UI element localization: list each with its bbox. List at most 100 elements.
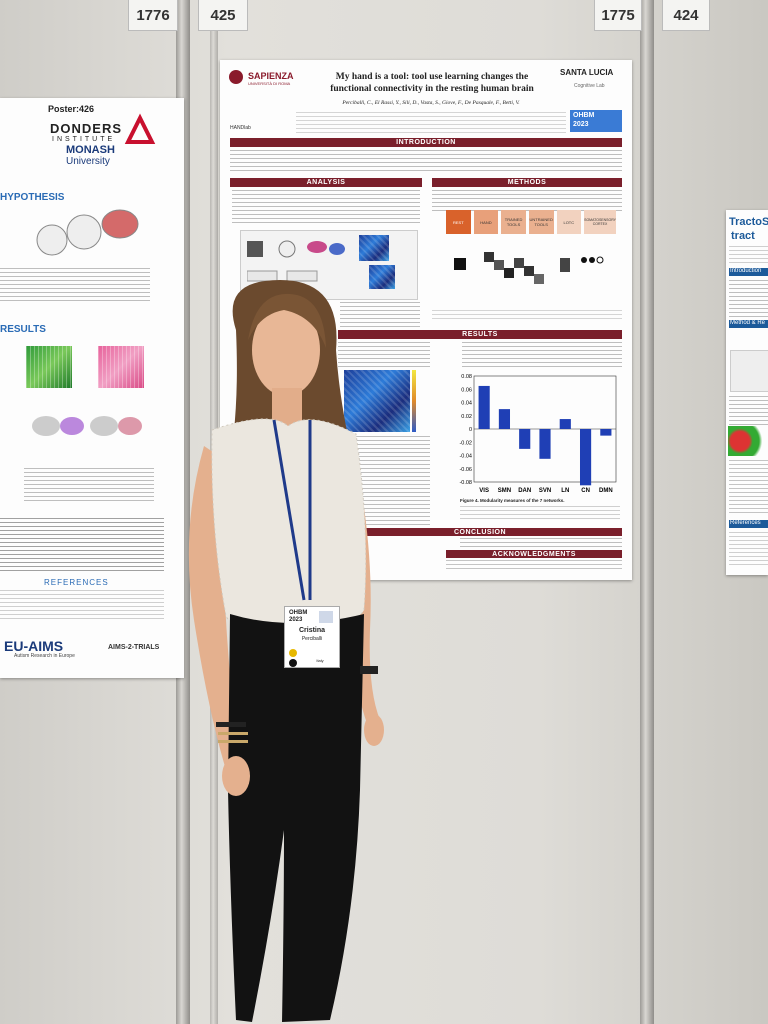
donders-logo-icon [124,113,156,144]
bar-svn [539,429,551,459]
methods-stimulus-timeline [454,252,604,284]
ohbm-logo: OHBM 2023 [570,110,622,132]
booth-number-tag: 1775 [594,0,642,31]
results-matrix-pink [98,346,144,388]
poster-authors: Perciballi, C., El Rassi, Y., Sili, D., … [342,100,520,106]
university-name: MONASH [66,144,115,156]
condition-box-untrained-tools: UNTRAINED TOOLS [528,210,554,234]
university-logo-sub: UNIVERSITÀ DI ROMA [248,81,291,86]
methods-text [432,190,622,212]
badge-dot-yellow [289,649,297,657]
connectivity-matrix [344,370,410,432]
badge-surname: Perciballi [301,636,323,642]
section-bar-references: References [729,520,768,528]
matrix-colorbar [412,370,416,432]
santa-lucia-logo: SANTA LUCIA [560,68,614,77]
badge-event: OHBM [289,610,308,616]
methods-condition-row: REST HAND TRAINED TOOLS UNTRAINED TOOLS … [446,210,616,234]
condition-box-hand: HAND [473,210,499,234]
section-bar-acknowledgements: ACKNOWLEDGMENTS [446,550,622,558]
handlab-logo: HANDlab [230,125,251,131]
eu-aims-logo-sub: Autism Research in Europe [14,653,75,659]
method-figure [730,350,768,392]
section-bar-analysis: ANALYSIS [230,178,422,187]
section-bar-introduction: INTRODUCTION [230,138,622,147]
conclusion-text [460,538,622,548]
name-badge: OHBM 2023 Cristina Perciballi Italy [284,606,340,668]
intro-text [729,280,768,318]
booth-number-tag: 1776 [128,0,178,31]
results-text-right [462,342,622,368]
badge-country: Italy [316,658,324,663]
section-bar-method: Method & Re [729,320,768,328]
bar-dan [519,429,531,449]
y-tick-label: -0.04 [459,454,472,460]
y-tick-label: 0.02 [461,414,472,420]
section-bar-methods: METHODS [432,178,622,187]
university-name-sub: University [66,156,110,167]
badge-qr-icon [319,611,333,623]
chart-caption: Figure 4. Modularity measures of the 7 n… [460,498,565,503]
condition-box-rest: REST [446,210,471,234]
section-bar-conclusion: CONCLUSION [338,528,622,536]
poster-title-line2: functional connectivity in the resting h… [330,84,534,94]
eu-aims-logo: EU-AIMS [4,638,64,654]
y-tick-label: -0.02 [459,440,472,446]
condition-box-lotc: LOTC [556,210,582,234]
section-bar-intro: Introduction [729,268,768,276]
affiliations-block [729,246,768,266]
institute-name: DONDERS [50,121,123,136]
bar-vis [478,385,490,429]
methods-caption [432,310,622,322]
x-tick-label: SMN [498,488,511,494]
y-tick-label: 0.08 [461,374,472,380]
references-block [0,590,164,620]
y-tick-label: 0.04 [461,401,472,407]
text-block [0,268,150,304]
x-tick-label: LN [561,488,569,494]
introduction-text [230,150,622,174]
badge-dot-black [289,659,297,667]
figure-caption-text [340,302,420,332]
x-tick-label: VIS [479,488,489,494]
poster-label: Poster:426 [48,104,95,114]
booth-number-tag: 425 [198,0,248,31]
panel-divider-right [640,0,654,1024]
presenter-figure [188,280,384,1022]
badge-name: Cristina [298,627,326,634]
y-tick-label: -0.08 [459,480,472,486]
hypothesis-diagram [36,209,139,256]
x-tick-label: DAN [518,488,531,494]
results-text [729,460,768,514]
x-tick-label: CN [581,488,590,494]
analysis-text [232,190,420,224]
badge-event-year: 2023 [289,617,303,623]
condition-box-somatosensory: SOMATOSENSORY CORTEX [584,210,616,234]
section-references: REFERENCES [44,578,109,587]
results-text [338,342,430,368]
bar-smn [498,409,511,429]
results-matrix-green [26,346,72,388]
right-poster-title: TractoS [729,216,768,228]
poster-title-line1: My hand is a tool: tool use learning cha… [335,72,529,82]
acknowledgements-text [446,560,622,572]
modularity-chart: 0.08 0.06 0.04 0.02 0 -0.02 -0.04 -0.06 -0.08 VIS… [459,374,617,494]
text-block [0,518,164,574]
section-bar-results: RESULTS [338,330,622,339]
cognitive-lab-logo: Cognitive Lab [574,83,605,89]
chart-caption-text [460,506,620,522]
bar-cn [579,429,592,486]
affiliations-block [296,112,566,134]
y-tick-label: 0.06 [461,387,472,393]
x-tick-label: SVN [539,488,551,494]
section-results: RESULTS [0,324,46,335]
right-poster: TractoS tract Introduction Method & Re R… [726,210,768,575]
figure-block [24,468,154,502]
university-logo: SAPIENZA [248,71,294,81]
brain-renderings [32,416,142,436]
bar-ln [559,419,571,429]
y-tick-label: -0.06 [459,467,472,473]
tractography-figure [728,426,768,456]
bar-dmn [600,429,612,436]
section-hypothesis: HYPOTHESIS [0,192,65,203]
